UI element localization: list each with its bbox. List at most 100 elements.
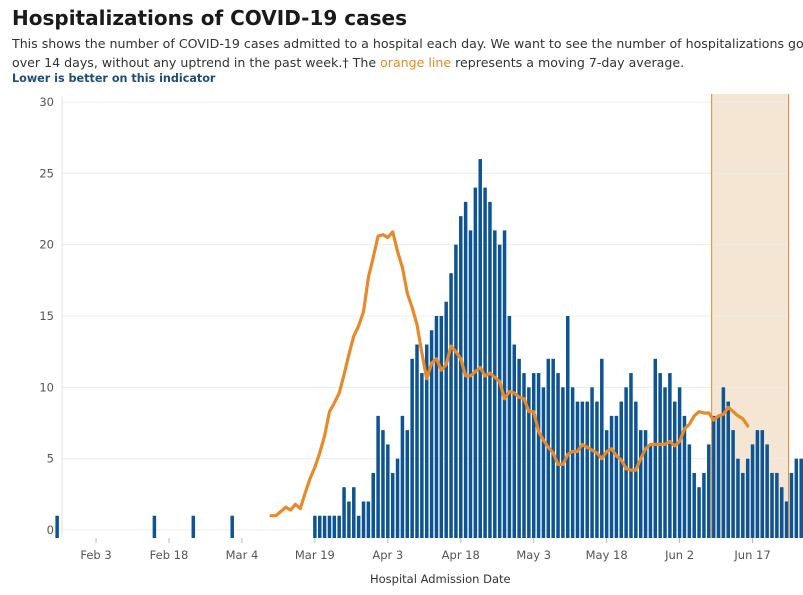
bar [668,373,672,538]
bar [313,515,317,538]
y-tick-label: 10 [39,380,54,394]
bar [614,415,619,538]
bar [356,515,361,538]
bar [721,387,726,538]
bar [638,430,643,538]
bar [643,430,648,538]
y-tick-label: 25 [39,166,54,180]
bar [454,244,458,538]
bar [648,444,653,538]
bar [619,401,624,538]
bar [687,444,692,538]
chart-title: Hospitalizations of COVID-19 cases [12,6,407,30]
bar [381,430,385,538]
bar [604,430,609,538]
subtitle-line-2: over 14 days, without any uptrend in the… [12,53,803,72]
bar [585,401,589,538]
bar [478,159,482,539]
bar [361,501,366,538]
bar [595,401,599,538]
bar [327,515,332,538]
bar [779,487,784,538]
bar [400,415,405,538]
bar [531,373,536,538]
bar [702,472,706,538]
bar [449,273,453,538]
bar [415,344,419,538]
bar [376,415,380,538]
bar [536,373,541,538]
bar [317,515,322,538]
bar [692,472,696,538]
x-tick-label: Mar 4 [226,548,259,562]
y-tick-label: 0 [47,523,54,537]
moving-average-line [269,230,750,518]
bar [512,344,517,538]
bar [750,444,755,538]
bar [653,358,658,538]
bar [459,216,463,538]
bar [794,458,799,538]
bar [429,330,434,538]
bar [322,515,327,538]
bar [347,501,351,538]
bar [566,316,570,538]
x-tick-label: Jun 2 [664,548,694,562]
bar [434,316,439,538]
bar [541,387,546,538]
bar [697,487,701,538]
bar [629,373,633,538]
bar [682,415,687,538]
bar [191,515,196,538]
bar [473,187,478,538]
bar [707,444,711,538]
bar [755,430,760,538]
bar [672,401,677,538]
bar [799,458,803,538]
bar [677,387,682,538]
bar [502,230,507,538]
bar [556,373,560,538]
x-tick-label: Jun 17 [733,548,770,562]
bar [716,415,721,538]
bar [663,387,667,538]
bar [424,344,429,538]
x-tick-label: May 18 [586,548,628,562]
bar [517,358,521,538]
bar [420,373,424,538]
bar [731,430,735,538]
bar [352,487,356,538]
bar [522,373,526,538]
bar [230,515,234,538]
y-tick-label: 20 [39,238,54,252]
bar [624,387,628,538]
bar [570,387,575,538]
bar [507,316,512,538]
bar [463,201,468,538]
bar [736,458,740,538]
x-tick-label: Feb 18 [150,548,189,562]
x-tick-label: May 3 [516,548,551,562]
subtitle-text-before: over 14 days, without any uptrend in the… [12,55,381,70]
bar [775,472,779,538]
bar [483,187,487,538]
bar [390,472,395,538]
chart-subtitle: This shows the number of COVID-19 cases … [12,34,803,72]
bar [371,472,375,538]
bar [386,444,390,538]
indicator-note: Lower is better on this indicator [12,72,216,85]
x-tick-label: Apr 18 [442,548,480,562]
bar [760,430,765,538]
bar [152,515,157,538]
bar [609,415,614,538]
bar [658,373,662,538]
x-axis-label: Hospital Admission Date [370,572,511,586]
orange-line-highlight: orange line [380,55,452,70]
bar [745,458,750,538]
bar [551,358,555,538]
bar [741,472,745,538]
bar [337,515,341,538]
bar [784,501,789,538]
bar [575,401,580,538]
